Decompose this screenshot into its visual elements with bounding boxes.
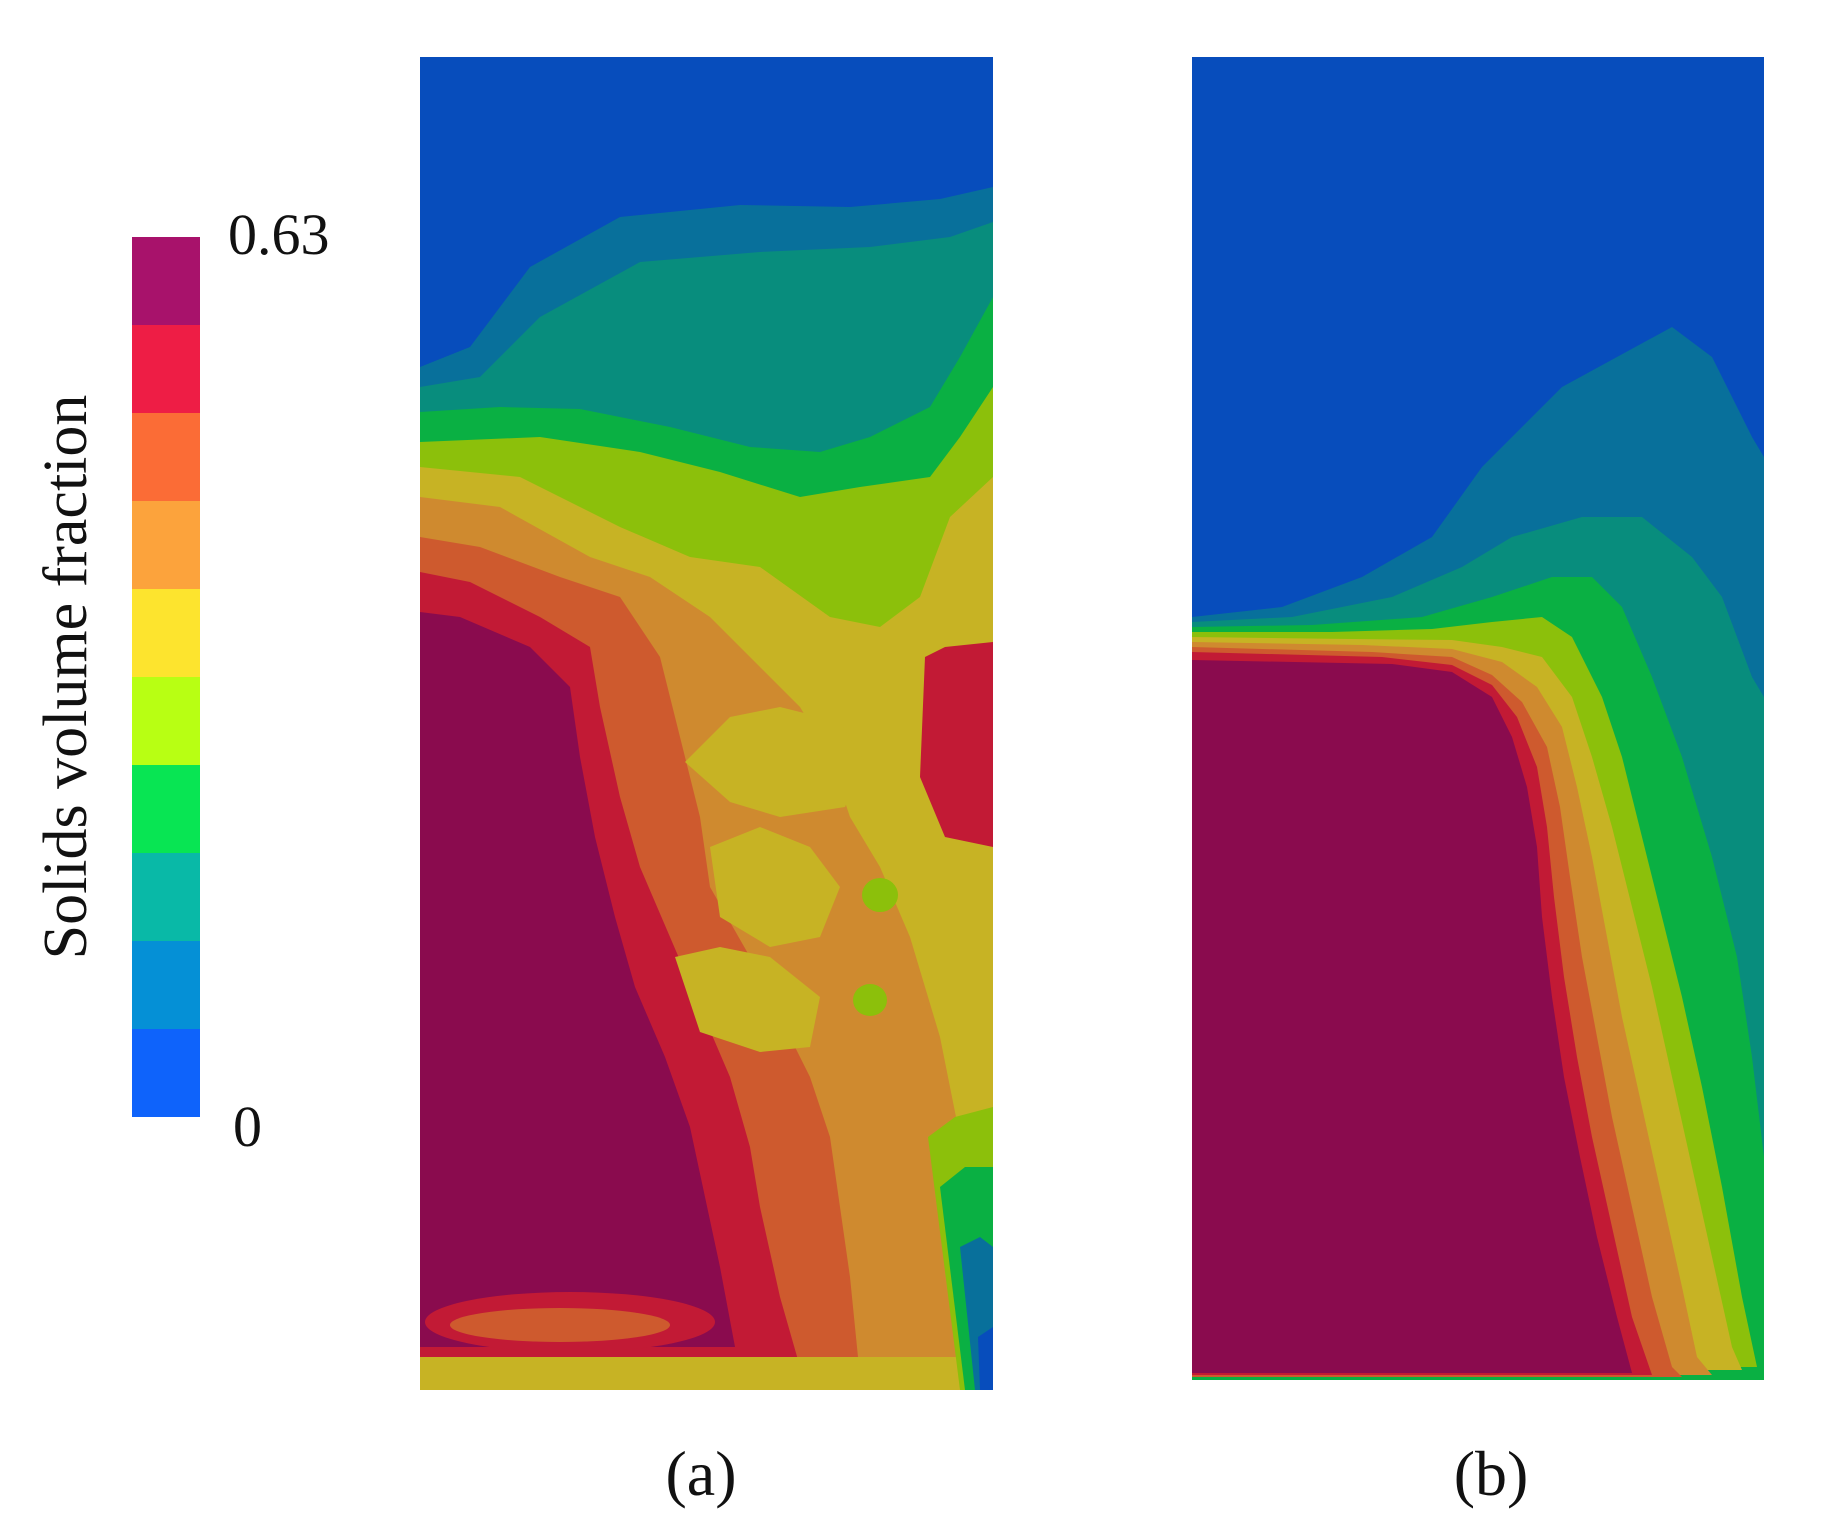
colorbar-swatch <box>132 237 200 325</box>
colorbar-title: Solids volume fraction <box>32 394 100 960</box>
contour-plot-b <box>1192 57 1764 1380</box>
band <box>853 984 887 1016</box>
band <box>685 707 865 817</box>
colorbar-swatch <box>132 589 200 677</box>
colorbar-swatch <box>132 325 200 413</box>
colorbar-swatch <box>132 1029 200 1117</box>
colorbar-swatch <box>132 413 200 501</box>
colorbar-swatch <box>132 765 200 853</box>
colorbar-swatch <box>132 501 200 589</box>
band <box>1192 660 1632 1373</box>
band <box>420 1357 993 1390</box>
band <box>862 878 898 912</box>
colorbar-swatch <box>132 677 200 765</box>
colorbar-min-label: 0 <box>233 1094 262 1159</box>
band <box>420 612 735 1347</box>
band <box>978 1327 993 1390</box>
band <box>675 947 820 1052</box>
contour-panel-a <box>420 57 993 1390</box>
contour-plot-a <box>420 57 993 1390</box>
band <box>920 642 993 847</box>
colorbar-max-label: 0.63 <box>228 202 330 267</box>
panel-b-label: (b) <box>1453 1438 1529 1509</box>
colorbar-swatch <box>132 853 200 941</box>
panel-a-label: (a) <box>665 1438 737 1509</box>
colorbar <box>132 237 200 1117</box>
band <box>450 1308 670 1342</box>
colorbar-swatch <box>132 941 200 1029</box>
contour-panel-b <box>1192 57 1764 1380</box>
band <box>710 827 840 947</box>
